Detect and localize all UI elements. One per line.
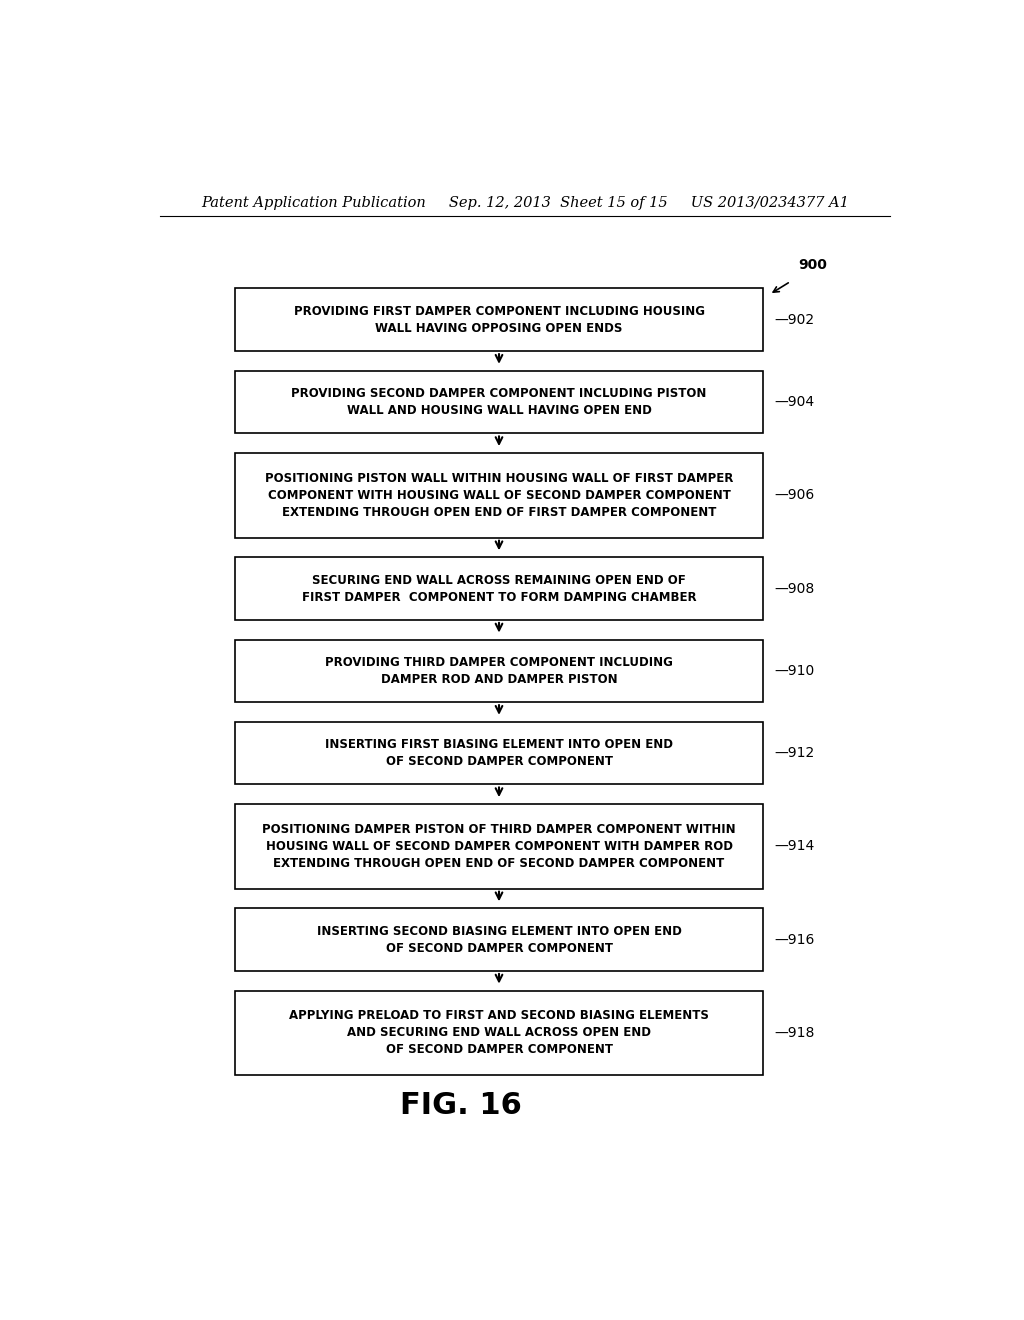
- FancyBboxPatch shape: [236, 557, 763, 620]
- FancyBboxPatch shape: [236, 289, 763, 351]
- Text: 900: 900: [799, 259, 827, 272]
- Text: SECURING END WALL ACROSS REMAINING OPEN END OF
FIRST DAMPER  COMPONENT TO FORM D: SECURING END WALL ACROSS REMAINING OPEN …: [302, 574, 696, 603]
- Text: —908: —908: [775, 582, 815, 595]
- Text: —904: —904: [775, 395, 815, 409]
- Text: —914: —914: [775, 840, 815, 854]
- FancyBboxPatch shape: [236, 804, 763, 888]
- FancyBboxPatch shape: [236, 371, 763, 433]
- Text: FIG. 16: FIG. 16: [400, 1092, 522, 1121]
- FancyBboxPatch shape: [236, 453, 763, 537]
- Text: POSITIONING DAMPER PISTON OF THIRD DAMPER COMPONENT WITHIN
HOUSING WALL OF SECON: POSITIONING DAMPER PISTON OF THIRD DAMPE…: [262, 822, 736, 870]
- Text: —912: —912: [775, 746, 815, 760]
- Text: —910: —910: [775, 664, 815, 678]
- Text: —902: —902: [775, 313, 815, 327]
- Text: PROVIDING FIRST DAMPER COMPONENT INCLUDING HOUSING
WALL HAVING OPPOSING OPEN END: PROVIDING FIRST DAMPER COMPONENT INCLUDI…: [294, 305, 705, 335]
- Text: INSERTING SECOND BIASING ELEMENT INTO OPEN END
OF SECOND DAMPER COMPONENT: INSERTING SECOND BIASING ELEMENT INTO OP…: [316, 924, 681, 954]
- Text: PROVIDING SECOND DAMPER COMPONENT INCLUDING PISTON
WALL AND HOUSING WALL HAVING : PROVIDING SECOND DAMPER COMPONENT INCLUD…: [291, 387, 707, 417]
- FancyBboxPatch shape: [236, 990, 763, 1076]
- FancyBboxPatch shape: [236, 722, 763, 784]
- Text: APPLYING PRELOAD TO FIRST AND SECOND BIASING ELEMENTS
AND SECURING END WALL ACRO: APPLYING PRELOAD TO FIRST AND SECOND BIA…: [289, 1010, 709, 1056]
- Text: —918: —918: [775, 1026, 815, 1040]
- Text: —916: —916: [775, 933, 815, 946]
- FancyBboxPatch shape: [236, 639, 763, 702]
- Text: PROVIDING THIRD DAMPER COMPONENT INCLUDING
DAMPER ROD AND DAMPER PISTON: PROVIDING THIRD DAMPER COMPONENT INCLUDI…: [325, 656, 673, 686]
- Text: POSITIONING PISTON WALL WITHIN HOUSING WALL OF FIRST DAMPER
COMPONENT WITH HOUSI: POSITIONING PISTON WALL WITHIN HOUSING W…: [265, 471, 733, 519]
- Text: Patent Application Publication     Sep. 12, 2013  Sheet 15 of 15     US 2013/023: Patent Application Publication Sep. 12, …: [201, 197, 849, 210]
- FancyBboxPatch shape: [236, 908, 763, 972]
- Text: —906: —906: [775, 488, 815, 503]
- Text: INSERTING FIRST BIASING ELEMENT INTO OPEN END
OF SECOND DAMPER COMPONENT: INSERTING FIRST BIASING ELEMENT INTO OPE…: [325, 738, 673, 768]
